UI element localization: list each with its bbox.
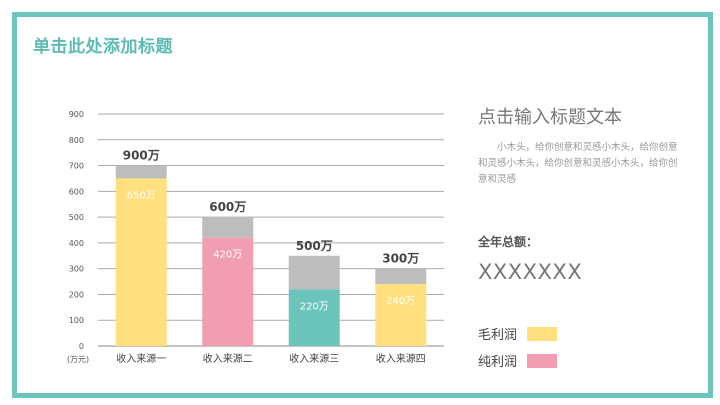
legend-swatch <box>527 326 558 341</box>
x-category-label: 收入来源三 <box>289 352 339 365</box>
bar-total-label: 500万 <box>296 239 333 253</box>
y-tick-label: 200 <box>69 290 84 299</box>
bar-segment <box>202 237 254 346</box>
panel-body-text[interactable]: 小木头，给你创意和灵感小木头，给你创意和灵感小木头，给你创意和灵感小木头，给你创… <box>478 142 678 185</box>
total-label: 全年总额： <box>478 235 539 249</box>
y-tick-label: 300 <box>69 265 84 274</box>
y-tick-label: 0 <box>79 342 84 351</box>
legend-label: 毛利润 <box>478 328 518 343</box>
slide-frame <box>12 12 713 398</box>
bar-segment <box>375 284 427 346</box>
y-tick-label: 500 <box>69 213 84 222</box>
y-tick-label: 400 <box>69 239 84 248</box>
y-tick-label: 100 <box>69 316 84 325</box>
bar-value-label: 220万 <box>300 301 329 312</box>
legend-item-gross-profit: 毛利润 <box>478 324 558 343</box>
bar-value-label: 420万 <box>213 250 242 261</box>
x-category-label: 收入来源一 <box>116 352 166 365</box>
legend-swatch <box>527 353 558 368</box>
bar-remainder <box>202 217 254 238</box>
slide-title[interactable]: 单击此处添加标题 <box>33 37 173 57</box>
x-category-label: 收入来源二 <box>203 352 253 365</box>
legend-label: 纯利润 <box>478 355 518 370</box>
x-category-label: 收入来源四 <box>376 352 426 365</box>
total-value[interactable]: XXXXXXX <box>478 260 583 284</box>
y-tick-label: 800 <box>69 136 84 145</box>
panel-title[interactable]: 点击输入标题文本 <box>478 107 622 128</box>
bar-segment <box>288 289 340 346</box>
bar-segment <box>115 178 167 346</box>
bar-value-label: 650万 <box>127 190 156 201</box>
bar-total-label: 600万 <box>209 200 246 214</box>
bar-remainder <box>288 255 340 290</box>
y-tick-label: 600 <box>69 187 84 196</box>
bar-value-label: 240万 <box>386 296 415 307</box>
legend-item-net-profit: 纯利润 <box>478 351 558 370</box>
bar-remainder <box>375 268 427 285</box>
bar-total-label: 900万 <box>123 149 160 163</box>
y-tick-label: 700 <box>69 162 84 171</box>
bar-remainder <box>115 165 167 179</box>
y-tick-label: 900 <box>69 110 84 119</box>
y-unit-label: (万元) <box>67 355 89 364</box>
bar-total-label: 300万 <box>382 252 419 266</box>
